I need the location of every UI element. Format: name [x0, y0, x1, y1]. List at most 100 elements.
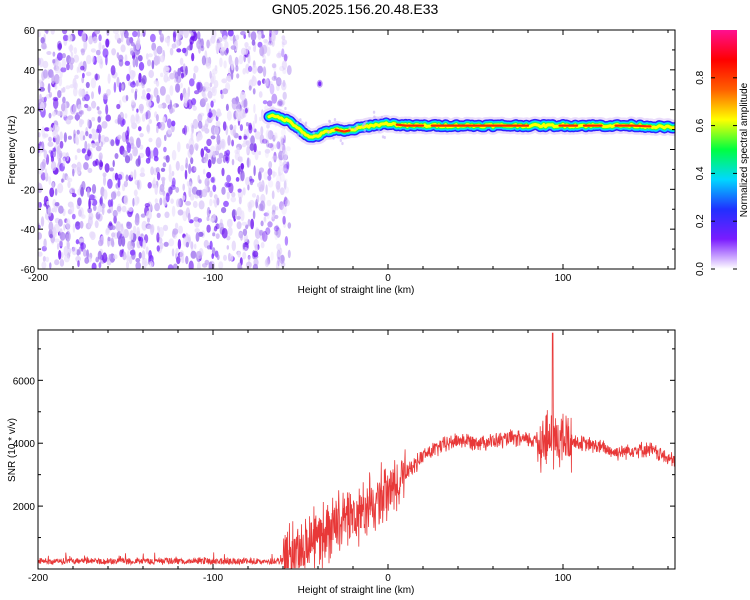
noise-speckle [182, 183, 185, 191]
noise-speckle [54, 238, 60, 243]
noise-speckle [287, 222, 292, 229]
noise-speckle [101, 206, 105, 216]
noise-speckle [147, 150, 152, 161]
noise-speckle [279, 187, 285, 196]
noise-speckle [272, 170, 276, 179]
noise-speckle [252, 88, 256, 95]
noise-speckle [276, 184, 281, 193]
noise-speckle [50, 30, 55, 35]
noise-speckle [73, 54, 80, 63]
noise-speckle [188, 260, 194, 269]
noise-speckle [134, 217, 140, 226]
noise-speckle [39, 93, 42, 101]
noise-speckle [220, 93, 224, 100]
noise-speckle [187, 212, 191, 222]
ridge-speck [348, 126, 352, 130]
noise-speckle [271, 209, 276, 217]
colorbar-tick-label: 0.2 [695, 214, 706, 228]
noise-speckle [124, 113, 128, 119]
noise-speckle [272, 135, 278, 140]
noise-speckle [76, 66, 80, 74]
noise-speckle [221, 228, 228, 239]
noise-speckle [84, 140, 88, 151]
noise-speckle [230, 70, 234, 80]
noise-speckle [134, 90, 138, 101]
noise-speckle [130, 81, 136, 88]
noise-speckle [247, 184, 250, 191]
noise-speckle [108, 221, 113, 227]
noise-speckle [204, 128, 210, 134]
noise-speckle [281, 35, 286, 41]
noise-speckle [256, 194, 260, 203]
noise-speckle [88, 198, 91, 210]
noise-speckle [164, 211, 170, 219]
noise-speckle [218, 222, 224, 230]
noise-speckle [98, 152, 103, 161]
noise-speckle [178, 225, 183, 234]
noise-speckle [140, 32, 143, 37]
ridge-core-red [614, 124, 652, 128]
noise-speckle [128, 64, 132, 75]
noise-speckle [38, 169, 43, 175]
noise-speckle [245, 261, 252, 269]
noise-speckle [171, 120, 176, 127]
noise-speckle [79, 61, 83, 68]
noise-speckle [235, 65, 239, 72]
noise-speckle [168, 238, 175, 247]
noise-speckle [279, 172, 285, 182]
noise-speckle [78, 238, 85, 243]
noise-speckle [123, 194, 129, 206]
noise-speckle [227, 30, 234, 37]
noise-speckle [226, 174, 232, 183]
noise-speckle [171, 205, 176, 217]
noise-speckle [279, 254, 285, 264]
noise-speckle [268, 32, 272, 44]
noise-speckle [198, 231, 204, 237]
noise-speckle [95, 145, 102, 152]
noise-speckle [84, 94, 90, 102]
noise-speckle [224, 49, 228, 56]
noise-speckle [40, 161, 46, 171]
noise-speckle [43, 96, 47, 103]
noise-speckle [105, 38, 110, 48]
noise-speckle [193, 166, 197, 172]
noise-speckle [82, 72, 85, 79]
noise-speckle [281, 60, 287, 70]
noise-speckle [281, 42, 285, 48]
noise-speckle [225, 149, 231, 156]
noise-speckle [136, 180, 140, 190]
ridge-speck [296, 121, 299, 125]
noise-speckle [218, 261, 224, 269]
noise-speckle [220, 89, 223, 95]
noise-speckle [224, 150, 227, 157]
noise-speckle [121, 32, 124, 43]
noise-speckle [132, 146, 139, 157]
noise-speckle [89, 194, 95, 201]
noise-speckle [72, 168, 75, 177]
noise-speckle [185, 255, 189, 265]
noise-speckle [63, 223, 66, 231]
noise-speckle [59, 140, 64, 149]
noise-speckle [207, 91, 213, 99]
noise-speckle [282, 215, 286, 225]
noise-speckle [181, 195, 186, 201]
colorbar-label: Normalized spectral amplitude [739, 82, 750, 217]
noise-speckle [191, 124, 194, 135]
y-tick-label: -60 [21, 265, 36, 276]
noise-speckle [185, 201, 192, 206]
noise-speckle [74, 155, 78, 160]
noise-speckle [125, 174, 129, 182]
noise-speckle [260, 126, 264, 136]
noise-speckle [262, 230, 268, 242]
noise-speckle [276, 77, 282, 87]
noise-speckle [180, 164, 185, 172]
noise-speckle [252, 64, 257, 74]
noise-speckle [153, 80, 158, 85]
noise-speckle [143, 261, 149, 267]
noise-speckle [86, 187, 90, 198]
noise-speckle [164, 199, 167, 205]
noise-speckle [190, 132, 194, 142]
noise-speckle [142, 89, 146, 97]
colorbar-tick-label: 0.6 [695, 118, 706, 132]
noise-speckle [242, 187, 246, 196]
